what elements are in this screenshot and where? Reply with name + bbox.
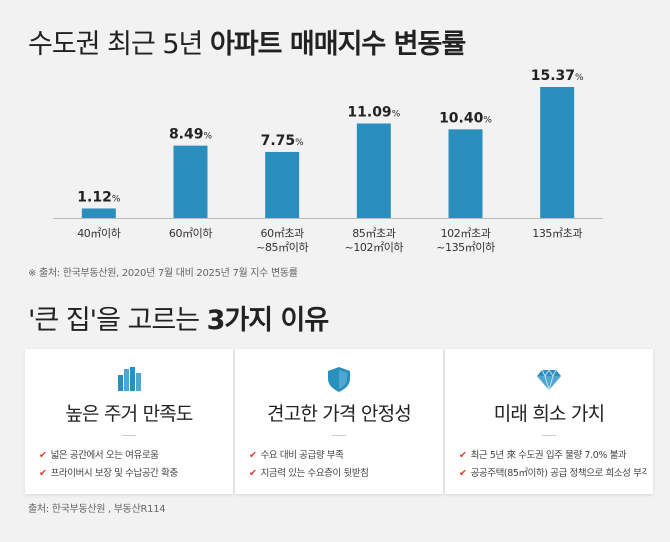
card-list: ✔ 넓은 공간에서 오는 여유로움 ✔ 프라이버시 보장 및 수납공간 확충 (39, 447, 227, 483)
tick-label-3-1: ~102㎡이하 (345, 240, 404, 254)
check-icon: ✔ (249, 468, 257, 479)
data-label-0: 1.12% (77, 189, 121, 205)
bar-1 (173, 145, 208, 218)
tick-label-0-0: 40㎡이하 (77, 226, 121, 240)
list-item: ✔ 넓은 공간에서 오는 여유로움 (39, 450, 159, 461)
data-label-3: 11.09% (347, 104, 400, 120)
list-item: ✔ 지금력 있는 수요층이 뒷받침 (249, 468, 369, 479)
list-item: ✔ 최근 5년 來 수도권 입주 물량 7.0% 불과 (459, 450, 627, 461)
check-icon: ✔ (459, 468, 467, 479)
card-title: 견고한 가격 안정성 (267, 403, 412, 425)
shield-icon (328, 367, 350, 392)
title-regular: 수도권 최근 5년 (28, 29, 210, 60)
card-divider (542, 435, 556, 436)
card-list: ✔ 최근 5년 來 수도권 입주 물량 7.0% 불과 ✔ 공공주택(85㎡이하) … (459, 447, 647, 483)
check-icon: ✔ (249, 450, 257, 461)
reason-card-stability: 견고한 가격 안정성 ✔ 수요 대비 공급량 부족 ✔ 지금력 있는 수요층이 뒷받… (235, 349, 443, 494)
building-icon (118, 367, 141, 391)
tick-label-4-0: 102㎡초과 (441, 227, 491, 240)
subtitle-regular: '큰 집'을 고르는 (28, 305, 207, 336)
reason-card-satisfaction: 높은 주거 만족도 ✔ 넓은 공간에서 오는 여유로움 ✔ 프라이버시 보장 및 수… (25, 349, 233, 494)
list-item: ✔ 프라이버시 보장 및 수납공간 확충 (39, 468, 178, 479)
tick-label-4-1: ~135㎡이하 (436, 240, 495, 254)
check-icon: ✔ (459, 450, 467, 461)
bar-2 (265, 151, 300, 218)
card-title: 미래 희소 가치 (493, 403, 605, 425)
card-list: ✔ 수요 대비 공급량 부족 ✔ 지금력 있는 수요층이 뒷받침 (249, 447, 437, 483)
tick-label-1-0: 60㎡이하 (169, 226, 213, 240)
tick-label-5-0: 135㎡초과 (532, 227, 582, 240)
diamond-icon (537, 369, 561, 392)
reason-card-scarcity: 미래 희소 가치 ✔ 최근 5년 來 수도권 입주 물량 7.0% 불과 ✔ 공공주… (445, 349, 653, 494)
data-label-4: 10.40% (439, 110, 492, 126)
data-label-1: 8.49% (169, 127, 213, 143)
data-label-2: 7.75% (261, 133, 305, 149)
chart-source: ※ 출처: 한국부동산원, 2020년 7월 대비 2025년 7월 지수 변동… (28, 268, 298, 279)
bottom-source: 출처: 한국부동산원 , 부동산R114 (28, 504, 166, 515)
list-item: ✔ 공공주택(85㎡이하) 공급 정책으로 희소성 부각 (459, 468, 647, 479)
page-title: 수도권 최근 5년 아파트 매매지수 변동률 (28, 22, 466, 61)
bar-5 (540, 87, 575, 218)
check-icon: ✔ (39, 450, 47, 461)
card-divider (332, 435, 346, 436)
tick-label-2-1: ~85㎡이하 (256, 240, 308, 254)
check-icon: ✔ (39, 468, 47, 479)
bar-4 (448, 129, 483, 218)
title-bold: 아파트 매매지수 변동률 (209, 29, 466, 60)
subtitle-bold: 3가지 이유 (206, 305, 330, 336)
data-label-5: 15.37% (531, 68, 584, 84)
bar-3 (356, 123, 391, 218)
bar-0 (81, 208, 116, 218)
list-item: ✔ 수요 대비 공급량 부족 (249, 450, 344, 461)
card-title: 높은 주거 만족도 (65, 403, 193, 425)
tick-label-2-0: 60㎡초과 (261, 227, 305, 240)
card-divider (122, 435, 136, 436)
tick-label-3-0: 85㎡초과 (352, 227, 396, 240)
section-title: '큰 집'을 고르는 3가지 이유 (28, 298, 330, 337)
bar-chart: 1.12% 40㎡이하 8.49% 60㎡이하 7.75% 60㎡초과~85㎡이하 11.0… (53, 68, 603, 254)
